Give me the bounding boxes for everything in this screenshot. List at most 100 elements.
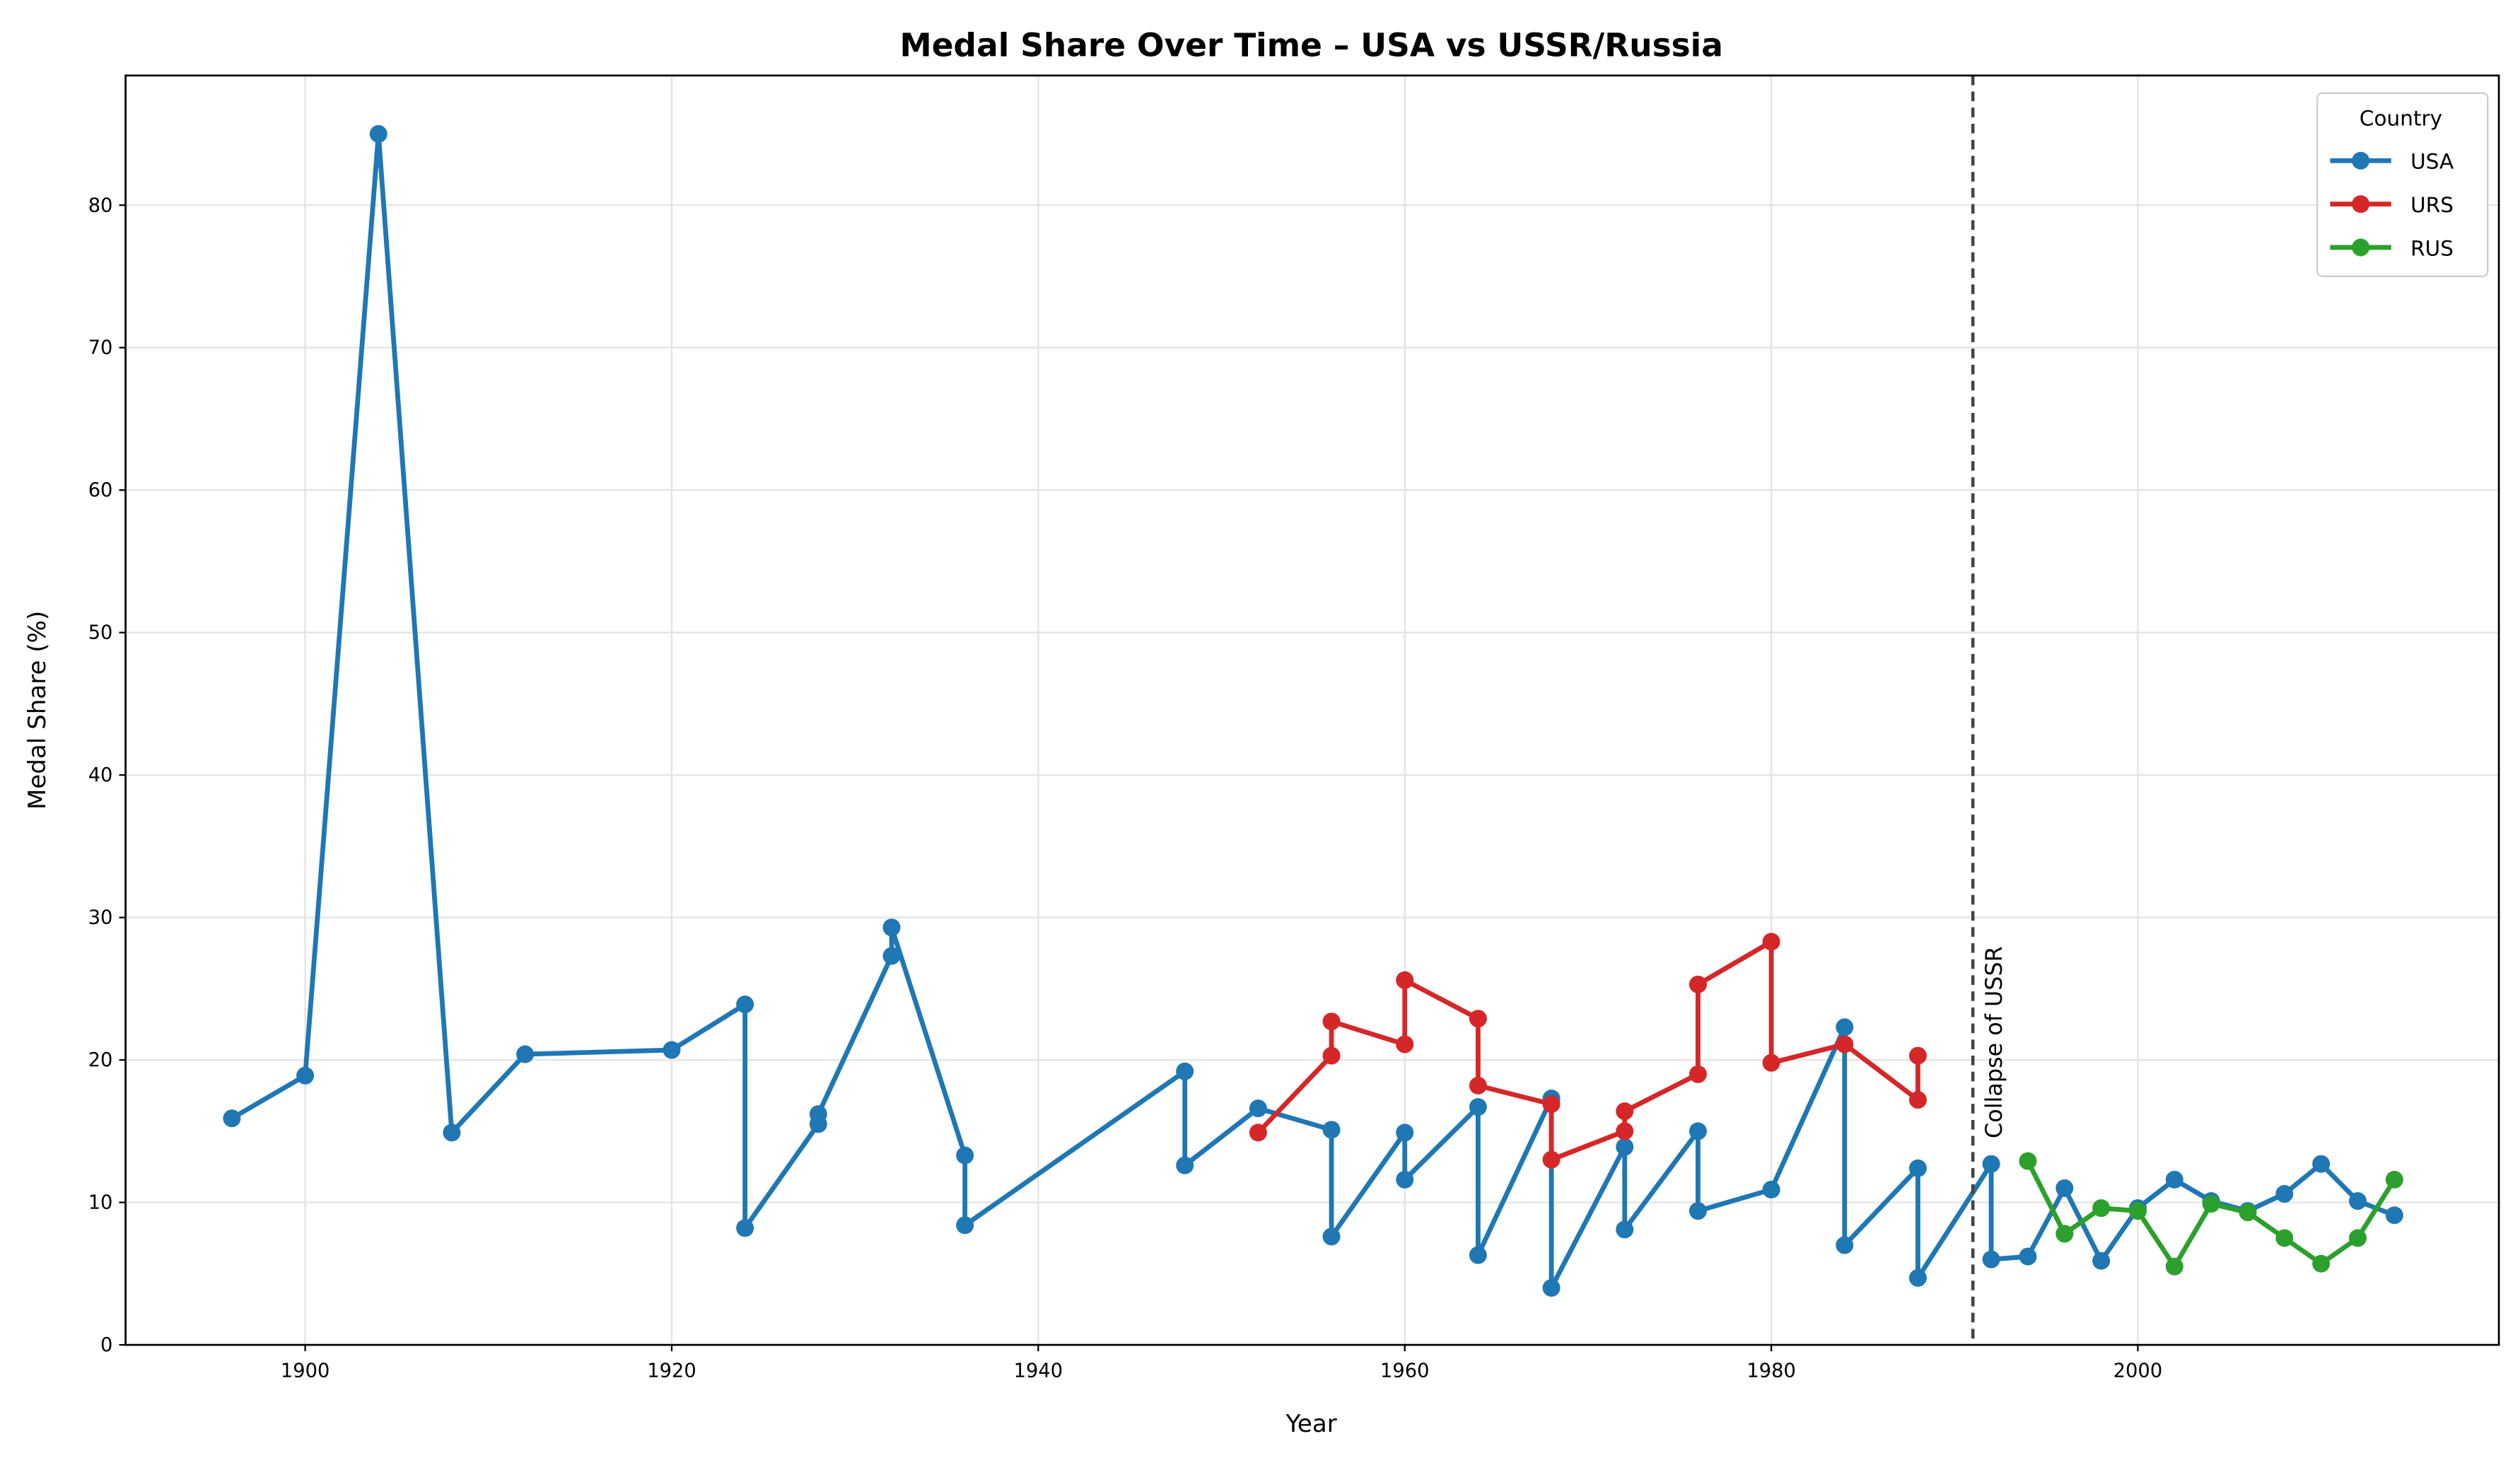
- x-tick-label: 1900: [281, 1360, 329, 1382]
- point: [2385, 1206, 2403, 1225]
- point: [1616, 1138, 1634, 1156]
- point: [1542, 1279, 1561, 1297]
- point: [809, 1105, 827, 1123]
- point: [1836, 1035, 1854, 1053]
- y-tick-label: 30: [88, 907, 113, 929]
- legend-marker: [2352, 195, 2370, 214]
- annotation: Collapse of USSR: [1981, 946, 2007, 1138]
- point: [2312, 1254, 2331, 1273]
- point: [1688, 975, 1707, 993]
- chart-title: Medal Share Over Time – USA vs USSR/Russ…: [900, 27, 1723, 64]
- point: [1982, 1250, 2000, 1268]
- point: [1469, 1246, 1487, 1264]
- point: [369, 124, 387, 143]
- point: [2275, 1229, 2294, 1247]
- point: [1469, 1010, 1487, 1028]
- point: [2019, 1247, 2037, 1266]
- point: [736, 1219, 754, 1237]
- point: [1762, 1180, 1780, 1198]
- point: [1249, 1099, 1267, 1118]
- point: [2239, 1203, 2257, 1222]
- point: [1176, 1062, 1194, 1080]
- line: [2025, 1160, 2397, 1269]
- point: [1836, 1236, 1854, 1254]
- point: [2055, 1225, 2074, 1243]
- point: [1396, 971, 1414, 989]
- point: [2202, 1195, 2220, 1213]
- legend-marker: [2352, 238, 2370, 257]
- point: [1322, 1012, 1341, 1031]
- point: [2165, 1257, 2183, 1276]
- y-tick-label: 80: [88, 194, 113, 216]
- point: [1322, 1046, 1341, 1065]
- point: [223, 1109, 241, 1128]
- legend-label: USA: [2410, 150, 2454, 174]
- point: [1762, 933, 1780, 951]
- y-axis-label: Medal Share (%): [23, 611, 52, 810]
- legend-title: Country: [2359, 106, 2442, 130]
- plot-frame: [124, 74, 2500, 1346]
- point: [1836, 1018, 1854, 1037]
- point: [2129, 1202, 2147, 1220]
- point: [1322, 1227, 1341, 1246]
- legend-label: URS: [2410, 193, 2454, 217]
- point: [1688, 1065, 1707, 1083]
- point: [2349, 1192, 2367, 1210]
- point: [1616, 1102, 1634, 1121]
- point: [1908, 1268, 1927, 1287]
- legend-marker: [2352, 151, 2370, 170]
- x-tick-label: 1920: [647, 1360, 696, 1382]
- x-tick-label: 2000: [2113, 1360, 2162, 1382]
- point: [1688, 1122, 1707, 1140]
- y-tick-label: 0: [100, 1334, 112, 1356]
- x-tick-label: 1980: [1746, 1360, 1795, 1382]
- point: [663, 1041, 681, 1059]
- point: [2019, 1152, 2037, 1170]
- point: [2312, 1155, 2331, 1173]
- point: [2092, 1251, 2111, 1270]
- point: [1688, 1202, 1707, 1220]
- line: [1256, 939, 1920, 1162]
- point: [736, 996, 754, 1014]
- point: [2385, 1170, 2403, 1189]
- point: [1469, 1076, 1487, 1095]
- point: [2165, 1170, 2183, 1189]
- legend-label: RUS: [2410, 236, 2454, 260]
- point: [882, 918, 901, 937]
- point: [1982, 1155, 2000, 1173]
- x-axis-label: Year: [1285, 1410, 1338, 1438]
- y-tick-label: 20: [88, 1049, 113, 1071]
- y-tick-label: 60: [88, 479, 113, 501]
- y-tick-label: 70: [88, 337, 113, 359]
- point: [1396, 1035, 1414, 1053]
- point: [882, 947, 901, 965]
- y-tick-label: 10: [88, 1192, 113, 1214]
- x-tick-label: 1960: [1380, 1360, 1429, 1382]
- point: [1542, 1095, 1561, 1114]
- point: [2092, 1199, 2111, 1218]
- point: [1908, 1046, 1927, 1065]
- point: [2055, 1179, 2074, 1197]
- point: [2275, 1185, 2294, 1203]
- point: [1762, 1053, 1780, 1072]
- point: [516, 1045, 535, 1063]
- point: [1542, 1150, 1561, 1169]
- point: [956, 1216, 974, 1235]
- point: [2349, 1229, 2367, 1247]
- point: [1616, 1122, 1634, 1140]
- point: [1469, 1098, 1487, 1116]
- point: [1396, 1123, 1414, 1142]
- point: [1908, 1091, 1927, 1109]
- point: [1249, 1123, 1267, 1142]
- point: [443, 1123, 461, 1142]
- point: [1616, 1220, 1634, 1239]
- legend-box: [2316, 92, 2489, 278]
- point: [296, 1066, 315, 1085]
- point: [1908, 1159, 1927, 1177]
- point: [956, 1146, 974, 1165]
- y-tick-label: 50: [88, 622, 113, 644]
- x-tick-label: 1940: [1014, 1360, 1063, 1382]
- line: [231, 132, 2396, 1290]
